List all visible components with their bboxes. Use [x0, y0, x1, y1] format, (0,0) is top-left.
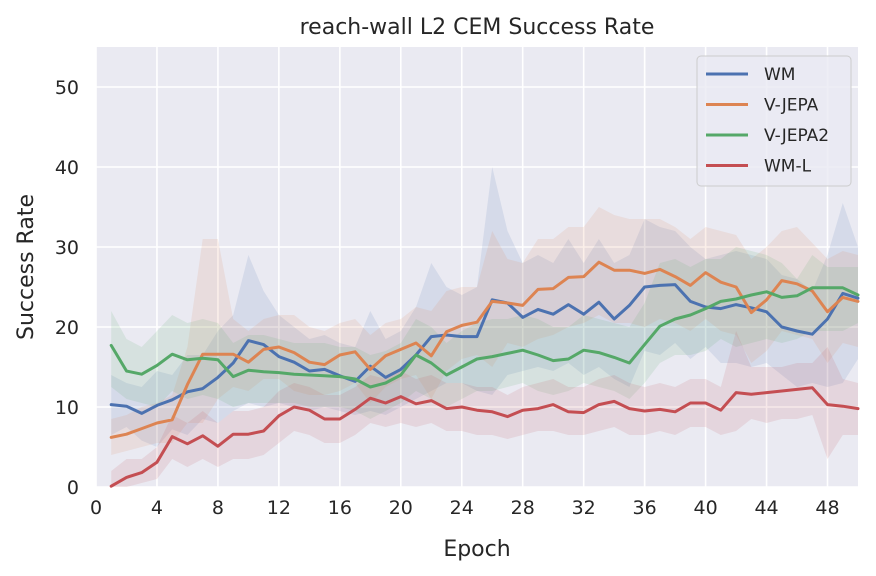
band-v-jepa2 [111, 247, 858, 419]
x-tick-label: 20 [389, 497, 413, 519]
series-line-wm-l [109, 386, 860, 488]
y-tick-label: 50 [55, 77, 79, 99]
y-tick-label: 10 [55, 397, 79, 419]
legend-label-wm-l: WM-L [764, 157, 812, 177]
band-v-jepa [111, 207, 858, 455]
series-lines [109, 260, 860, 488]
x-tick-label: 24 [450, 497, 474, 519]
x-tick-label: 8 [212, 497, 224, 519]
y-tick-label: 0 [67, 477, 79, 499]
y-tick-labels: 0 10 20 30 40 50 [55, 77, 79, 499]
legend-box [696, 55, 852, 187]
x-tick-label: 4 [151, 497, 163, 519]
series-line-v-jepa2 [109, 286, 860, 389]
band-wm-l [111, 331, 858, 487]
x-tick-label: 16 [328, 497, 352, 519]
x-tick-label: 32 [572, 497, 596, 519]
legend-label-v-jepa: V-JEPA [764, 96, 819, 116]
x-tick-label: 28 [511, 497, 535, 519]
y-axis-title: Success Rate [14, 194, 39, 340]
chart-title: reach-wall L2 CEM Success Rate [300, 15, 655, 40]
legend-label-wm: WM [764, 65, 795, 85]
x-tick-label: 12 [267, 497, 291, 519]
series-line-wm [109, 283, 860, 415]
legend-label-v-jepa2: V-JEPA2 [764, 126, 829, 146]
y-tick-label: 20 [55, 317, 79, 339]
legend: WM V-JEPA V-JEPA2 WM-L [696, 55, 852, 187]
x-tick-label: 48 [815, 497, 839, 519]
y-tick-label: 40 [55, 157, 79, 179]
y-tick-label: 30 [55, 237, 79, 259]
x-tick-label: 44 [754, 497, 778, 519]
x-tick-label: 0 [90, 497, 102, 519]
x-tick-label: 36 [633, 497, 657, 519]
x-tick-label: 40 [694, 497, 718, 519]
x-axis-title: Epoch [443, 537, 510, 562]
series-line-v-jepa [109, 260, 860, 439]
band-wm [111, 167, 858, 447]
confidence-bands [111, 167, 858, 487]
x-tick-labels: 0 4 8 12 16 20 24 28 32 36 40 44 48 [90, 497, 840, 519]
